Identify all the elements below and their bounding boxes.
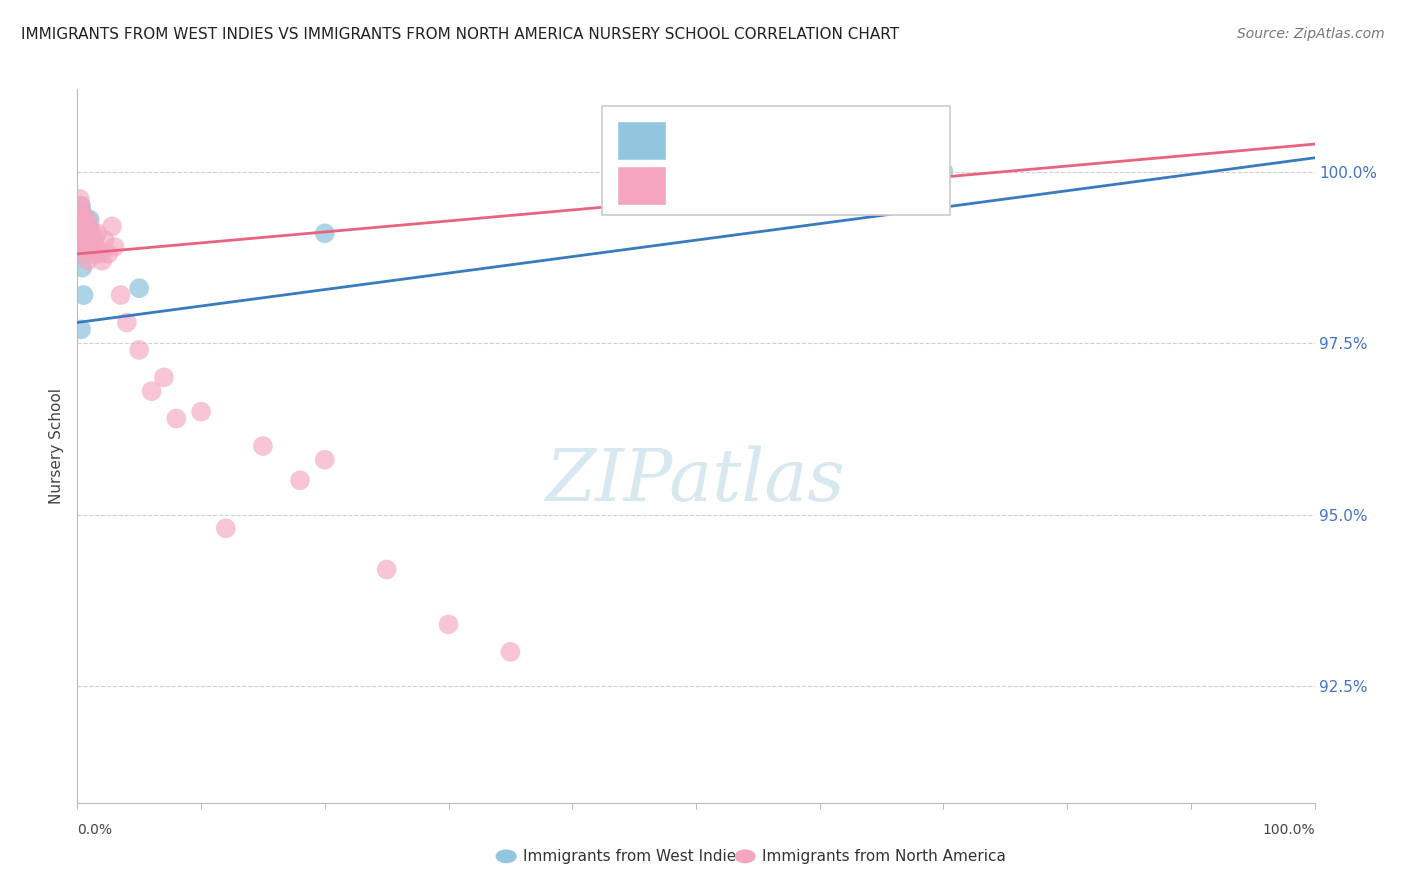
Point (288, 473, 311, 487)
Point (70, 199, 93, 213)
Point (69, 247, 91, 261)
Point (77, 227, 100, 241)
Point (67, 205, 90, 219)
Text: N = 46: N = 46 (810, 177, 872, 194)
Point (70, 233, 93, 247)
Point (252, 439, 274, 453)
Point (70, 205, 93, 219)
Text: N = 19: N = 19 (810, 132, 872, 150)
Point (77, 233, 100, 247)
Point (101, 219, 124, 234)
Point (72, 240, 94, 254)
Point (190, 405, 212, 419)
Point (215, 521, 238, 535)
Point (82, 227, 104, 241)
Point (115, 316, 138, 330)
Point (110, 288, 132, 302)
Point (499, 645, 522, 659)
Point (77, 233, 100, 247)
Point (932, 164, 955, 178)
Point (72, 219, 94, 234)
Point (75, 247, 97, 261)
Point (73, 233, 96, 247)
Point (72, 212, 94, 227)
Point (89, 247, 111, 261)
Text: IMMIGRANTS FROM WEST INDIES VS IMMIGRANTS FROM NORTH AMERICA NURSERY SCHOOL CORR: IMMIGRANTS FROM WEST INDIES VS IMMIGRANT… (21, 27, 900, 42)
Point (76, 212, 98, 227)
Point (314, 227, 336, 241)
Point (79, 219, 101, 234)
Point (165, 411, 187, 425)
Point (76, 227, 98, 241)
Point (69, 192, 91, 206)
Point (153, 370, 176, 384)
Point (70, 212, 93, 227)
Point (83, 233, 105, 247)
Text: R = 0.280: R = 0.280 (676, 177, 759, 194)
Text: R = 0.440: R = 0.440 (676, 132, 759, 150)
Text: 100.0%: 100.0% (1263, 823, 1315, 838)
Point (72, 219, 94, 234)
Point (375, 562, 398, 576)
Y-axis label: Nursery School: Nursery School (49, 388, 65, 504)
Point (97, 247, 120, 261)
Point (72, 205, 94, 219)
Point (623, 199, 645, 213)
Point (93, 233, 115, 247)
Point (72, 260, 94, 275)
Point (128, 343, 150, 357)
Point (75, 233, 97, 247)
Point (141, 384, 163, 398)
Point (128, 281, 150, 295)
Point (73, 233, 96, 247)
Point (69, 212, 91, 227)
Point (80, 240, 103, 254)
Point (79, 212, 101, 227)
Text: Immigrants from West Indies: Immigrants from West Indies (523, 849, 744, 863)
Point (314, 452, 336, 467)
Point (103, 240, 125, 254)
Point (91, 253, 114, 268)
Point (69, 199, 91, 213)
Point (437, 617, 460, 632)
Text: Source: ZipAtlas.com: Source: ZipAtlas.com (1237, 27, 1385, 41)
Point (70, 240, 93, 254)
Point (82, 247, 104, 261)
Text: ZIPatlas: ZIPatlas (546, 445, 846, 516)
Point (72, 219, 94, 234)
Point (76, 253, 98, 268)
Point (70, 322, 93, 336)
Point (73, 227, 96, 241)
Text: 0.0%: 0.0% (77, 823, 112, 838)
Text: Immigrants from North America: Immigrants from North America (762, 849, 1005, 863)
Point (84, 240, 107, 254)
Point (69, 227, 91, 241)
Point (72, 288, 94, 302)
Point (76, 219, 98, 234)
Point (75, 227, 97, 241)
Point (86, 227, 108, 241)
